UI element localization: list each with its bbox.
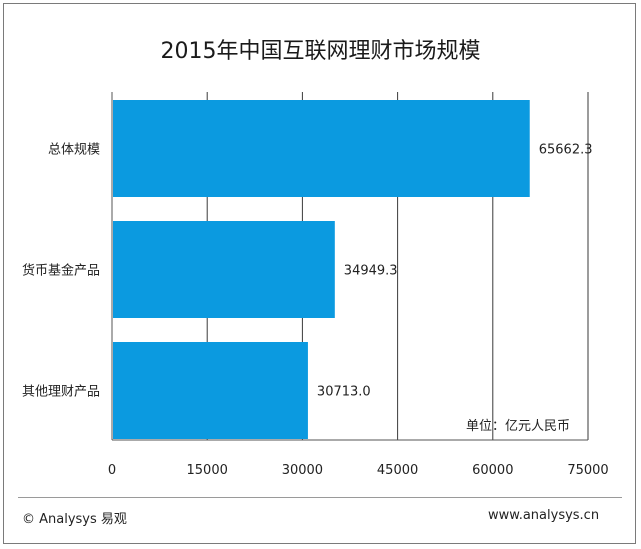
copyright-text: © Analysys 易观	[22, 512, 127, 527]
bar	[113, 342, 308, 439]
value-label: 30713.0	[317, 385, 371, 400]
x-tick-label: 15000	[187, 463, 228, 478]
x-tick-label: 0	[108, 463, 116, 478]
x-tick-labels: 0 15000 30000 45000 60000 75000	[108, 463, 609, 478]
x-tick-label: 30000	[282, 463, 323, 478]
x-tick-label: 45000	[377, 463, 418, 478]
bars	[113, 100, 530, 439]
value-labels: 65662.3 34949.3 30713.0	[317, 143, 593, 400]
bar	[113, 221, 335, 318]
x-tick-label: 75000	[567, 463, 608, 478]
category-label: 总体规模	[48, 143, 100, 158]
value-label: 65662.3	[539, 143, 593, 158]
footer-divider	[18, 497, 622, 498]
bar	[113, 100, 530, 197]
value-label: 34949.3	[344, 264, 398, 279]
x-tick-label: 60000	[472, 463, 513, 478]
category-label: 货币基金产品	[22, 263, 100, 279]
unit-label: 单位：亿元人民币	[466, 419, 571, 434]
category-label: 其他理财产品	[22, 385, 100, 400]
website-text: www.analysys.cn	[488, 508, 600, 523]
chart-title: 2015年中国互联网理财市场规模	[160, 39, 481, 64]
